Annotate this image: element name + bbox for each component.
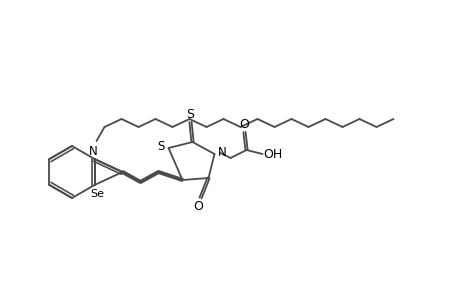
Text: OH: OH (263, 148, 281, 160)
Text: S: S (186, 107, 194, 121)
Text: Se: Se (90, 189, 104, 199)
Text: S: S (157, 140, 164, 152)
Text: N: N (218, 146, 226, 158)
Text: N: N (89, 145, 98, 158)
Text: O: O (193, 200, 203, 212)
Text: O: O (239, 118, 249, 130)
